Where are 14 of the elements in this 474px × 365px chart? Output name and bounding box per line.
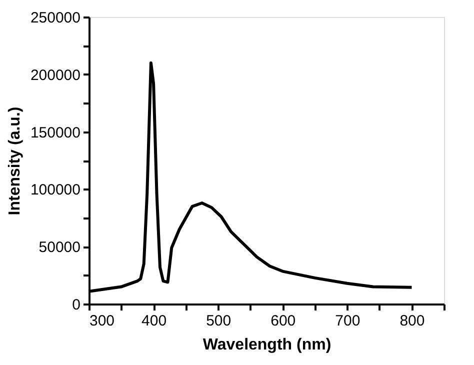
- x-tick-label: 600: [270, 312, 296, 330]
- x-axis-title: Wavelength (nm): [202, 336, 332, 354]
- y-tick-label: 250000: [30, 10, 80, 26]
- y-tick-label: 150000: [30, 124, 80, 142]
- x-tick-label: 700: [335, 312, 360, 330]
- x-tick-label: 800: [400, 312, 425, 330]
- x-tick-label: 500: [206, 312, 232, 330]
- y-tick-label: 200000: [30, 66, 80, 84]
- y-tick-label: 100000: [30, 182, 80, 199]
- y-axis-title: Intensity (a.u.): [6, 106, 24, 216]
- y-tick-label: 0: [72, 296, 80, 314]
- x-tick-label: 400: [142, 312, 167, 330]
- x-tick-label: 300: [90, 312, 115, 330]
- y-tick-label: 50000: [38, 239, 80, 256]
